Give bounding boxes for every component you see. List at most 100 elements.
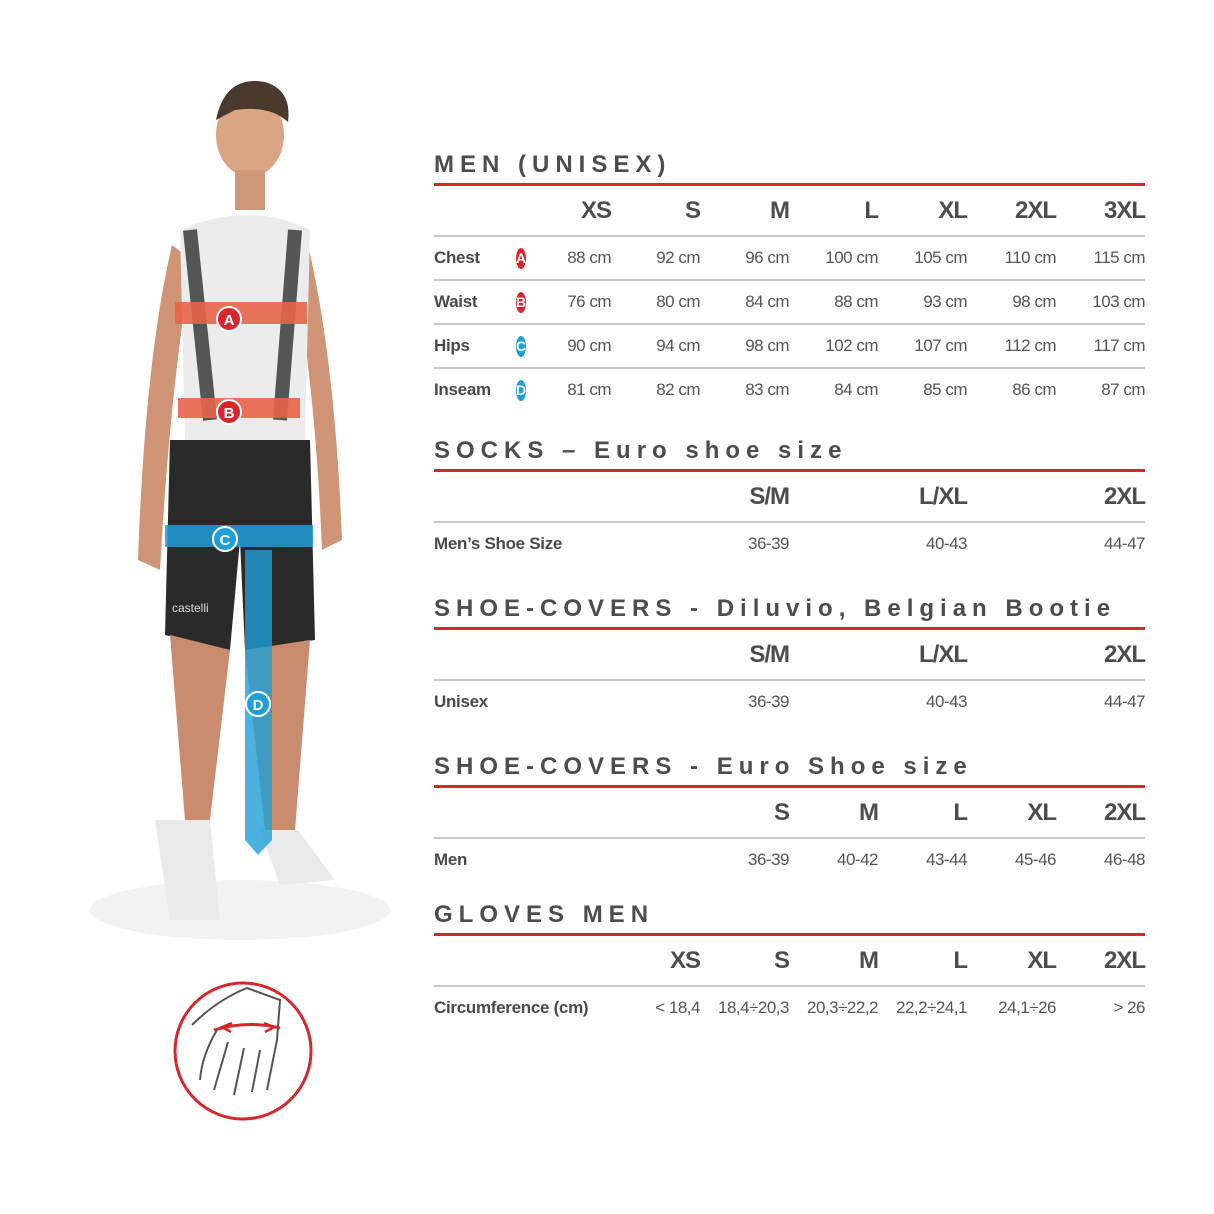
size-header-row: S/M L/XL 2XL [434,630,1146,681]
cell-value: 94 cm [656,336,700,355]
row-label: Men’s Shoe Size [434,534,563,553]
section-title: SHOE-COVERS - Euro Shoe size [434,753,973,780]
badge-d-icon: D [245,691,271,717]
cell-value: 86 cm [1012,380,1056,399]
size-header-row: XS S M L XL 2XL [434,936,1146,987]
table-row: Circumference (cm) < 18,4 18,4÷20,3 20,3÷22… [434,987,1146,1029]
size-header: S/M [749,482,790,510]
svg-text:D: D [253,697,264,714]
svg-text:C: C [220,532,231,549]
row-label: Inseam [434,380,491,399]
cell-value: 84 cm [834,380,878,399]
cell-value: 20,3÷22,2 [806,998,879,1017]
shoe-covers-diluvio-size-table: SHOE-COVERS - Diluvio, Belgian Bootie S/… [434,594,1146,723]
cell-value: 85 cm [923,380,967,399]
cell-value: 103 cm [1092,292,1145,311]
cell-value: 88 cm [567,248,611,267]
title-divider [434,469,1145,472]
cell-value: 46-48 [1104,850,1145,869]
table-row: Inseam D 81 cm 82 cm 83 cm 84 cm 85 cm 86 cm 87 … [434,369,1146,411]
badge-d-icon: D [516,379,527,401]
table-row: Hips C 90 cm 94 cm 98 cm 102 cm 107 cm 112 cm 11… [434,325,1146,369]
size-header: S/M [749,640,790,668]
gloves-men-size-table: GLOVES MEN XS S M L XL 2XL Circumference (cm) <… [434,900,1146,1029]
cell-value: 81 cm [567,380,611,399]
cell-value: > 26 [1113,998,1145,1017]
size-header: XS [580,196,612,224]
cell-value: 110 cm [1004,248,1057,267]
cell-value: 98 cm [745,336,789,355]
cell-value: < 18,4 [655,998,700,1017]
size-header-row: S M L XL 2XL [434,788,1146,839]
cell-value: 36-39 [748,534,789,553]
title-divider [434,785,1145,788]
section-title: SOCKS – Euro shoe size [434,437,848,464]
svg-text:B: B [224,405,235,422]
row-label: Circumference (cm) [434,998,589,1017]
size-header: S [773,946,790,974]
cell-value: 43-44 [926,850,967,869]
size-header: XL [1027,946,1057,974]
row-label: Waist [434,292,478,311]
cell-value: 112 cm [1004,336,1057,355]
badge-a-icon: A [216,306,242,332]
size-header: L [953,946,968,974]
cell-value: 92 cm [656,248,700,267]
cell-value: 102 cm [825,336,878,355]
row-label-cell: Chest A [434,247,527,269]
cell-value: 24,1÷26 [998,998,1056,1017]
shoe-covers-euro-size-table: SHOE-COVERS - Euro Shoe size S M L XL 2XL Men… [434,752,1146,881]
title-divider [434,183,1145,186]
badge-c-icon: C [212,526,238,552]
cell-value: 22,2÷24,1 [895,998,968,1017]
cell-value: 40-43 [926,692,967,711]
table-row: Chest A 88 cm 92 cm 96 cm 100 cm 105 cm 110 cm 1… [434,237,1146,281]
row-label: Hips [434,336,470,355]
size-header: L/XL [919,482,968,510]
cell-value: 105 cm [914,248,967,267]
table-row: Men 36-39 40-42 43-44 45-46 46-48 [434,839,1146,881]
size-header: S [773,798,790,826]
cell-value: 18,4÷20,3 [717,998,790,1017]
row-label: Unisex [434,692,488,711]
cell-value: 45-46 [1015,850,1056,869]
row-label-cell: Waist B [434,291,527,313]
cell-value: 117 cm [1093,336,1146,355]
men-unisex-size-table: MEN (UNISEX) XS S M L XL 2XL 3XL Chest A 88 cm 92… [434,150,1146,411]
brand-logo: castelli [172,601,209,615]
size-header: L [953,798,968,826]
cell-value: 44-47 [1104,692,1145,711]
cell-value: 40-43 [926,534,967,553]
cell-value: 90 cm [567,336,611,355]
cell-value: 84 cm [745,292,789,311]
section-title: SHOE-COVERS - Diluvio, Belgian Bootie [434,595,1117,622]
row-label: Men [434,850,468,869]
cell-value: 96 cm [745,248,789,267]
hand-circumference-icon [173,981,313,1121]
chest-band [175,302,307,324]
cell-value: 100 cm [825,248,878,267]
cell-value: 93 cm [923,292,967,311]
size-header: S [684,196,701,224]
hips-band [165,525,313,547]
cell-value: 36-39 [748,692,789,711]
cell-value: 107 cm [914,336,967,355]
table-row: Men’s Shoe Size 36-39 40-43 44-47 [434,523,1146,565]
cell-value: 76 cm [567,292,611,311]
badge-c-icon: C [516,335,527,357]
cell-value: 82 cm [656,380,700,399]
cell-value: 88 cm [834,292,878,311]
size-header: 2XL [1014,196,1057,224]
size-header: XS [669,946,701,974]
cell-value: 40-42 [837,850,878,869]
table-row: Unisex 36-39 40-43 44-47 [434,681,1146,723]
socks-size-table: SOCKS – Euro shoe size S/M L/XL 2XL Men’s S… [434,436,1146,565]
cell-value: 87 cm [1101,380,1145,399]
size-header: M [859,946,879,974]
size-header: 3XL [1103,196,1146,224]
size-header: 2XL [1103,798,1146,826]
size-header: 2XL [1103,482,1146,510]
size-header: 2XL [1103,946,1146,974]
size-header: L/XL [919,640,968,668]
svg-text:A: A [224,312,235,329]
